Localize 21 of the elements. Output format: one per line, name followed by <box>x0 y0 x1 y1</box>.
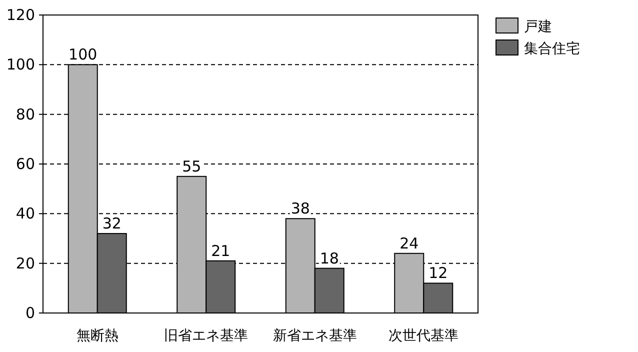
y-tick-label: 120 <box>6 6 35 24</box>
y-tick-label: 80 <box>16 105 35 124</box>
y-tick-label: 20 <box>16 254 35 272</box>
y-tick-label: 0 <box>25 304 35 322</box>
x-tick-label: 無断熱 <box>76 328 118 344</box>
legend-label: 集合住宅 <box>524 41 580 57</box>
x-tick-label: 次世代基準 <box>388 328 459 344</box>
x-tick-label: 旧省エネ基準 <box>164 328 248 344</box>
y-tick-label: 40 <box>16 204 35 223</box>
data-label: 21 <box>211 242 230 260</box>
data-label: 55 <box>182 157 202 176</box>
data-label: 24 <box>400 234 419 252</box>
y-tick-label: 60 <box>16 155 35 173</box>
x-tick-label: 新省エネ基準 <box>272 328 357 344</box>
data-label: 12 <box>428 264 448 282</box>
data-label: 100 <box>68 46 98 64</box>
data-label: 32 <box>102 214 122 233</box>
y-tick-label: 100 <box>6 56 35 74</box>
legend-label: 戸建 <box>524 19 552 35</box>
data-label: 38 <box>290 200 310 218</box>
data-label: 18 <box>320 249 339 268</box>
